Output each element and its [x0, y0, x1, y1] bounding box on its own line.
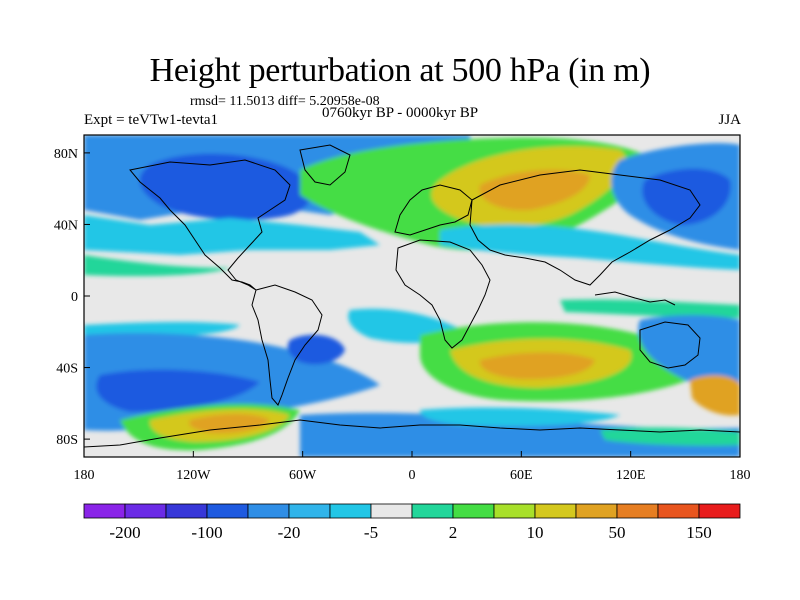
eurasia-max	[479, 169, 590, 211]
colorbar-label: -200	[109, 523, 140, 542]
colorbar-swatch	[452, 503, 495, 519]
colorbar-swatch	[288, 503, 331, 519]
coastline-south-america	[251, 284, 323, 406]
colorbar-swatch	[370, 503, 413, 519]
stats-line: rmsd= 11.5013 diff= 5.20958e-08	[190, 94, 380, 109]
colorbar-swatch	[534, 503, 577, 519]
colorbar-swatch	[165, 503, 208, 519]
colorbar-swatch	[616, 503, 659, 519]
lon-tick-label: 120W	[176, 468, 211, 483]
experiment-label: Expt = teVTw1-tevta1	[84, 112, 219, 128]
south-pacific-low	[96, 369, 260, 412]
latitude-axis: 80N 40N 0 40S 80S	[54, 147, 90, 448]
colorbar-swatch	[698, 503, 741, 519]
australia-negative-region	[638, 315, 740, 395]
colorbar-swatch	[247, 503, 290, 519]
colorbar-swatch	[575, 503, 618, 519]
colorbar-label: 50	[609, 523, 626, 542]
season-label: JJA	[718, 112, 741, 128]
coastline-africa	[395, 239, 491, 349]
lon-tick-label: 120E	[616, 468, 646, 483]
coastline-antarctica	[84, 419, 740, 448]
lat-tick-label: 0	[71, 290, 78, 305]
lat-tick-label: 80N	[54, 147, 78, 162]
lon-tick-label: 180	[74, 468, 95, 483]
colorbar-label: -20	[278, 523, 301, 542]
colorbar-swatch	[657, 503, 700, 519]
lon-tick-label: 60W	[289, 468, 317, 483]
coastline-asia	[469, 169, 701, 286]
colorbar-swatch	[411, 503, 454, 519]
coastline-north-america	[129, 159, 291, 291]
colorbar: -200 -100 -20 -5 2 10 50 150	[83, 503, 741, 542]
coastline-australia	[639, 321, 701, 369]
colorbar-swatch	[206, 503, 249, 519]
north-pacific-cyan	[440, 224, 740, 270]
coastline-greenland	[299, 144, 351, 186]
colorbar-swatch	[493, 503, 536, 519]
longitude-axis: 180 120W 60W 0 60E 120E 180	[74, 451, 751, 483]
lon-tick-label: 180	[730, 468, 751, 483]
north-pacific-green	[84, 255, 230, 277]
antarctic-cyan	[420, 407, 620, 427]
south-indian-max	[479, 352, 595, 380]
lon-tick-label: 0	[409, 468, 416, 483]
south-america-low	[287, 334, 345, 365]
coastlines	[84, 144, 740, 448]
lat-tick-label: 80S	[56, 433, 78, 448]
antarctic-negative-region	[300, 412, 740, 457]
antarctic-max	[189, 414, 270, 434]
colorbar-label: 10	[527, 523, 544, 542]
pacific-low	[642, 168, 731, 225]
colorbar-swatch	[329, 503, 372, 519]
colorbar-label: 150	[686, 523, 712, 542]
lon-tick-label: 60E	[510, 468, 533, 483]
coastline-indonesia	[594, 291, 676, 306]
colorbar-swatch	[124, 503, 167, 519]
contour-field	[84, 135, 740, 457]
colorbar-label: 2	[449, 523, 458, 542]
colorbar-label: -5	[364, 523, 378, 542]
north-atlantic-cyan	[84, 215, 380, 255]
tropical-green-east	[560, 299, 740, 318]
lat-tick-label: 40N	[54, 218, 78, 233]
australia-max	[690, 375, 740, 416]
colorbar-swatch	[83, 503, 126, 519]
lat-tick-label: 40S	[56, 362, 78, 377]
antarctic-green-east	[600, 427, 740, 446]
colorbar-label: -100	[191, 523, 222, 542]
chart-title: Height perturbation at 500 hPa (in m)	[149, 52, 651, 89]
period-label: 0760kyr BP - 0000kyr BP	[322, 105, 479, 121]
north-america-low	[139, 153, 312, 221]
